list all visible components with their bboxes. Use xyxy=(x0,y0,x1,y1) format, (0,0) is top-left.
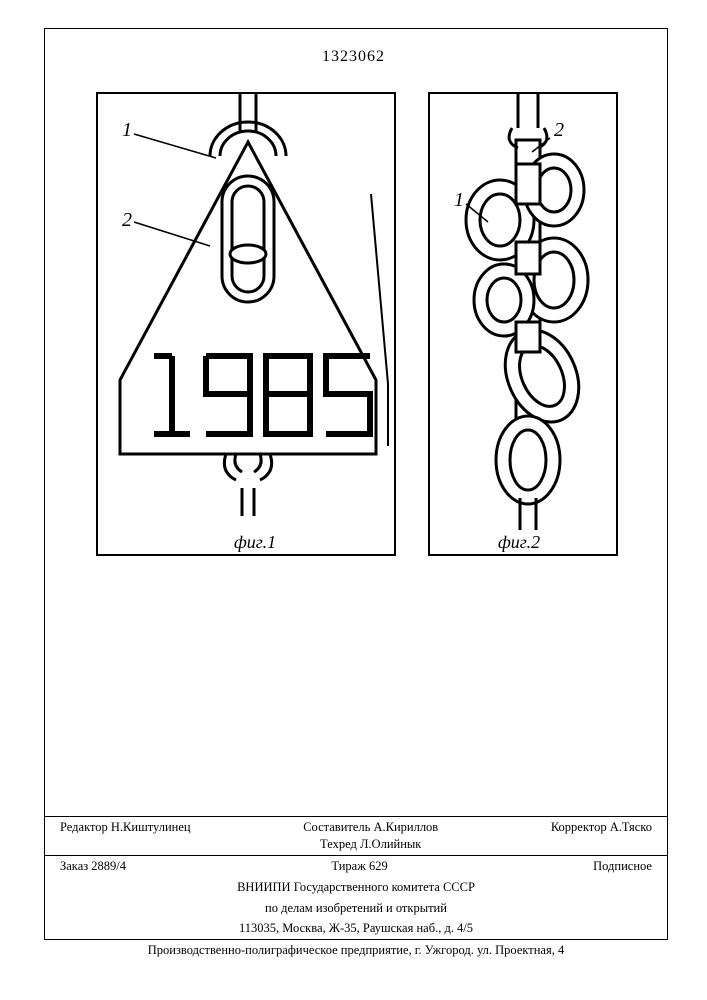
figure-1-label-2: 2 xyxy=(122,209,132,231)
figure-2-drawing: 1 2 xyxy=(430,94,620,558)
techred-credit: Техред Л.Олийнык xyxy=(320,837,421,851)
figure-1-drawing: 1 2 xyxy=(98,94,398,558)
document-number: 1323062 xyxy=(0,48,707,66)
figure-2-caption: фиг.2 xyxy=(498,532,540,553)
figure-2: 1 2 фиг.2 xyxy=(428,92,618,556)
figure-2-label-2: 2 xyxy=(554,119,564,141)
footer-row-order: Заказ 2889/4 Тираж 629 Подписное xyxy=(44,856,668,877)
org-address: 113035, Москва, Ж-35, Раушская наб., д. … xyxy=(44,918,668,939)
order-number: Заказ 2889/4 xyxy=(60,858,126,875)
footer: Редактор Н.Киштулинец Составитель А.Кири… xyxy=(44,816,668,961)
corrector-credit: Корректор А.Тяско xyxy=(551,819,652,853)
org-line-1: ВНИИПИ Государственного комитета СССР xyxy=(44,877,668,898)
figure-1-label-1: 1 xyxy=(122,119,132,141)
subscription: Подписное xyxy=(593,858,652,875)
compiler-credit: Составитель А.Кириллов xyxy=(303,820,438,834)
org-line-2: по делам изобретений и открытий xyxy=(44,898,668,919)
tirazh: Тираж 629 xyxy=(331,858,387,875)
printer-line: Производственно-полиграфическое предприя… xyxy=(44,940,668,961)
editor-credit: Редактор Н.Киштулинец xyxy=(60,819,191,853)
figure-1-caption: фиг.1 xyxy=(234,532,276,553)
figures-area: 1 2 фиг.1 xyxy=(68,92,644,572)
footer-row-credits: Редактор Н.Киштулинец Составитель А.Кири… xyxy=(44,817,668,855)
figure-1: 1 2 фиг.1 xyxy=(96,92,396,556)
figure-2-label-1: 1 xyxy=(454,189,464,211)
